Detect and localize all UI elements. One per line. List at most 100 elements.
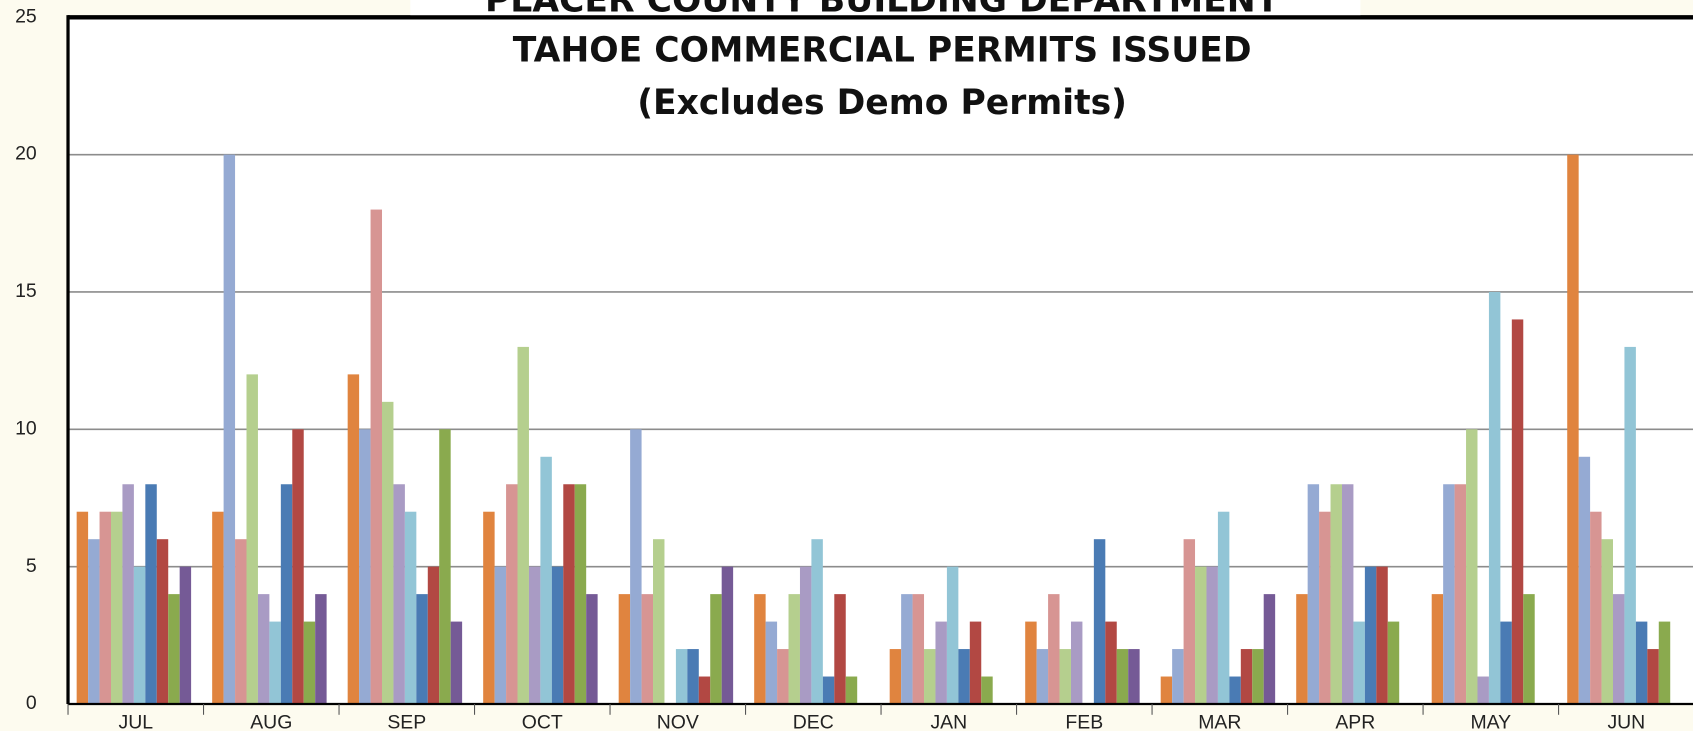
bar bbox=[439, 429, 451, 704]
bar bbox=[1635, 621, 1648, 704]
bar bbox=[1025, 621, 1037, 704]
bar bbox=[540, 456, 552, 704]
bar bbox=[1341, 484, 1354, 704]
plot-area bbox=[68, 17, 1693, 704]
chart-title: (Excludes Demo Permits) bbox=[637, 83, 1127, 123]
bar bbox=[653, 539, 665, 704]
bar bbox=[1160, 676, 1173, 704]
bar bbox=[1195, 566, 1207, 704]
bar bbox=[765, 621, 778, 704]
x-tick-label: JUN bbox=[1607, 712, 1645, 731]
bar bbox=[1443, 484, 1455, 704]
bar bbox=[1511, 319, 1524, 704]
bar bbox=[1500, 621, 1512, 704]
y-tick-label: 5 bbox=[26, 555, 37, 577]
bar bbox=[799, 566, 812, 704]
y-tick-label: 10 bbox=[15, 417, 37, 439]
bar bbox=[1307, 484, 1320, 704]
bar bbox=[416, 594, 428, 704]
bars bbox=[76, 154, 1671, 704]
bar bbox=[88, 539, 100, 704]
bar bbox=[946, 566, 959, 704]
bar bbox=[1523, 594, 1535, 704]
bar bbox=[179, 566, 192, 704]
bar bbox=[212, 511, 224, 704]
bar bbox=[1612, 594, 1625, 704]
bar bbox=[235, 539, 247, 704]
x-tick-label: MAY bbox=[1470, 712, 1511, 731]
bar bbox=[1590, 511, 1602, 704]
bar bbox=[822, 676, 835, 704]
bar bbox=[1252, 649, 1264, 704]
bar bbox=[315, 594, 327, 704]
bar bbox=[280, 484, 293, 704]
bar bbox=[257, 594, 270, 704]
bar bbox=[1128, 649, 1140, 704]
bar bbox=[1376, 566, 1388, 704]
bar bbox=[721, 566, 734, 704]
bar bbox=[1296, 594, 1308, 704]
bar bbox=[958, 649, 970, 704]
bar bbox=[834, 594, 846, 704]
bar bbox=[450, 621, 463, 704]
bar bbox=[551, 566, 564, 704]
bar bbox=[145, 484, 157, 704]
bar bbox=[1172, 649, 1184, 704]
title-backdrop bbox=[410, 0, 1361, 16]
bar bbox=[563, 484, 575, 704]
bar bbox=[1353, 621, 1365, 704]
bar bbox=[788, 594, 800, 704]
bar bbox=[1567, 154, 1579, 704]
bar bbox=[156, 539, 169, 704]
bar bbox=[494, 566, 507, 704]
bar bbox=[935, 621, 947, 704]
y-tick-label: 25 bbox=[15, 5, 37, 27]
bar bbox=[1036, 649, 1049, 704]
bar bbox=[347, 374, 360, 704]
bar bbox=[912, 594, 925, 704]
bar bbox=[168, 594, 180, 704]
bar bbox=[981, 676, 993, 704]
bar bbox=[1431, 594, 1444, 704]
x-tick-label: OCT bbox=[522, 712, 563, 731]
bar bbox=[777, 649, 789, 704]
bar bbox=[889, 649, 902, 704]
x-tick-label: MAR bbox=[1198, 712, 1241, 731]
bar bbox=[404, 511, 417, 704]
x-tick-label: FEB bbox=[1065, 712, 1103, 731]
bar bbox=[1387, 621, 1400, 704]
x-tick-label: NOV bbox=[657, 712, 699, 731]
bar bbox=[845, 676, 858, 704]
bar bbox=[1229, 676, 1241, 704]
bar bbox=[641, 594, 654, 704]
bar bbox=[370, 209, 383, 704]
bar bbox=[1206, 566, 1218, 704]
bar bbox=[710, 594, 722, 704]
y-tick-label: 20 bbox=[15, 143, 37, 165]
bar bbox=[1658, 621, 1671, 704]
bar bbox=[586, 594, 598, 704]
bar bbox=[698, 676, 711, 704]
bar bbox=[675, 649, 688, 704]
x-tick-label: JUL bbox=[119, 712, 154, 731]
chart-title: TAHOE COMMERCIAL PERMITS ISSUED bbox=[513, 30, 1252, 70]
bar bbox=[1093, 539, 1106, 704]
bar bbox=[223, 154, 236, 704]
x-tick-label: JAN bbox=[930, 712, 967, 731]
bar bbox=[1217, 511, 1230, 704]
x-tick-label: AUG bbox=[250, 712, 292, 731]
bar bbox=[1477, 676, 1489, 704]
bar bbox=[1183, 539, 1196, 704]
bar bbox=[517, 346, 529, 704]
bar bbox=[528, 566, 541, 704]
bar bbox=[1240, 649, 1253, 704]
bar bbox=[1624, 346, 1636, 704]
bar bbox=[1048, 594, 1060, 704]
bar bbox=[1466, 429, 1478, 704]
bar bbox=[901, 594, 913, 704]
bar bbox=[687, 649, 699, 704]
bar bbox=[574, 484, 587, 704]
bar bbox=[1578, 456, 1591, 704]
